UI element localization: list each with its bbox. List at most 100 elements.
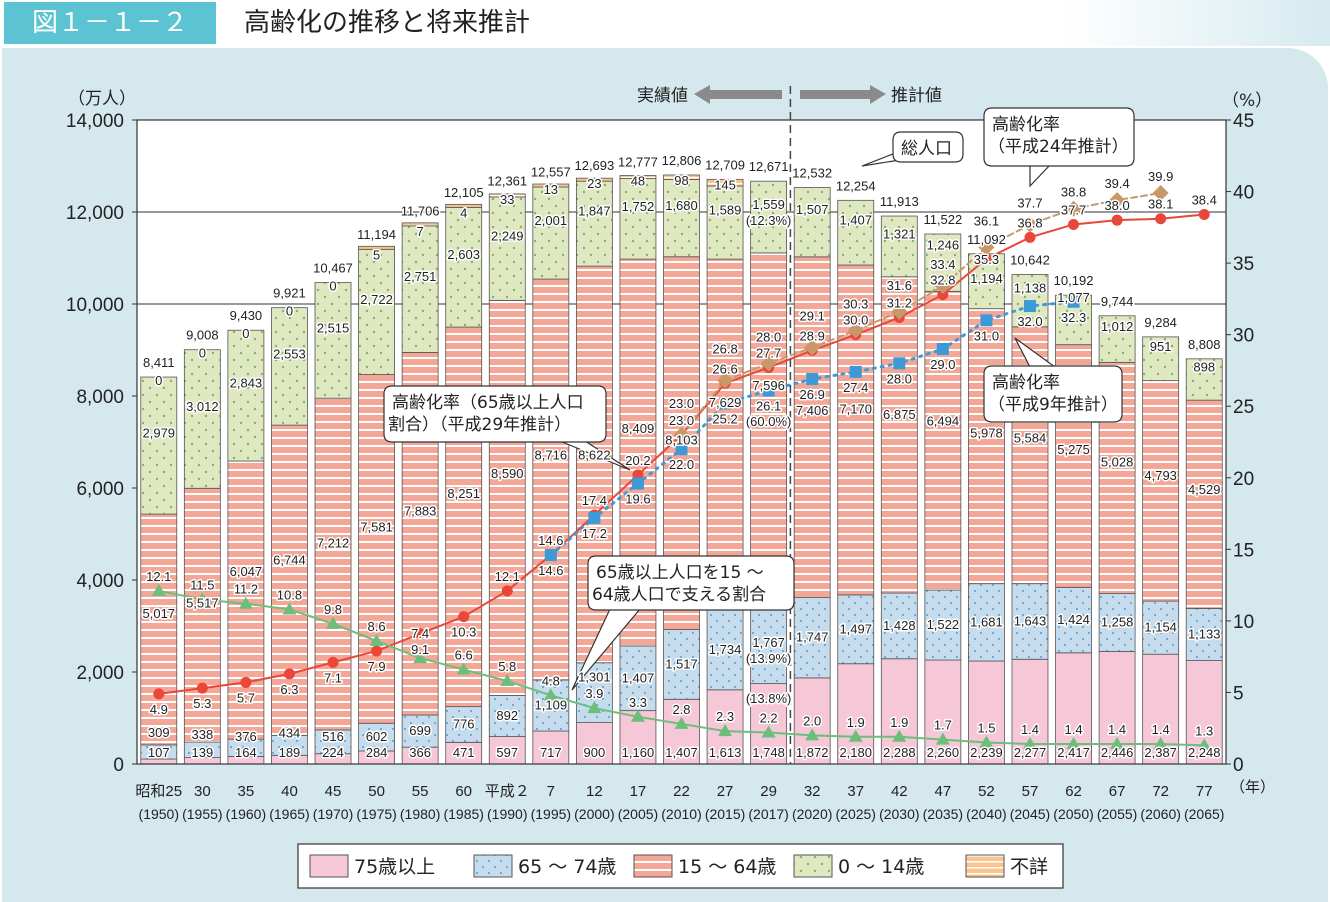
support-ratio-value-label: 7.4 (411, 626, 429, 641)
x-tick-label-era: 32 (804, 783, 821, 800)
support-ratio-point (848, 729, 863, 742)
right-tick-label: 20 (1233, 469, 1254, 490)
bar-value-label: 2,603 (447, 247, 480, 262)
bar-segment-0-14 (1185, 358, 1223, 401)
aging-rate-h9-value-label: 22.0 (669, 457, 694, 472)
aging-rate-h29-value-label: 35.3 (974, 252, 999, 267)
bar-value-label: 1,767 (752, 635, 785, 650)
bar-value-label: 1,077 (1057, 290, 1090, 305)
total-label: 9,008 (186, 328, 219, 343)
bar-value-label: 33 (500, 192, 514, 207)
aging-rate-h9-value-label: 19.6 (625, 492, 650, 507)
bar-segment-unknown (619, 175, 657, 179)
bar-value-label: 8,251 (447, 486, 480, 501)
support-ratio-value-label: 11.5 (190, 577, 214, 592)
bar-segment-15-64 (968, 308, 1005, 585)
bar-segment-75-plus (793, 677, 831, 765)
support-ratio-value-label: 1.5 (977, 721, 995, 736)
x-tick-label-era: 50 (368, 783, 385, 800)
aging-rate-h24-point (934, 278, 951, 295)
x-tick-label-year: (2040) (966, 806, 1006, 822)
support-ratio-point (1153, 736, 1168, 749)
aging-rate-h29-value-label: 9.1 (411, 642, 429, 657)
aging-rate-h29-value-label: 6.3 (280, 682, 298, 697)
support-ratio-point (761, 725, 776, 738)
aging-rate-h29-value-label: 23.0 (669, 413, 694, 428)
support-ratio-value-label: 2.2 (760, 711, 778, 726)
aging-rate-h9-point (980, 314, 993, 327)
support-ratio-value-label: 1.4 (1065, 722, 1083, 737)
x-tick-label-year: (1955) (182, 806, 222, 822)
bar-segment-0-14 (227, 329, 265, 462)
total-label: 11,706 (401, 204, 440, 219)
x-tick-label-year: (1980) (400, 806, 440, 822)
right-tick-label: 15 (1233, 540, 1254, 561)
total-label: 12,361 (487, 173, 527, 188)
h9-callout-box (983, 365, 1123, 423)
bar-value-label: 7,629 (709, 395, 742, 410)
bar-value-label: 6,494 (927, 414, 960, 429)
bar-value-label: 23 (587, 176, 601, 191)
aging-rate-h29-point (327, 656, 339, 668)
bar-segment-65-74 (968, 583, 1005, 662)
bar-segment-65-74 (1011, 583, 1049, 660)
legend-swatch (965, 854, 1005, 878)
bar-value-label: 597 (496, 745, 518, 760)
bar-value-label: 0 (286, 304, 293, 319)
aging-rate-h9-value-label: 26.1 (756, 398, 781, 413)
total-label: 11,913 (880, 194, 919, 209)
support-ratio-point (500, 673, 515, 686)
bar-segment-unknown (706, 178, 744, 187)
bar-value-label: 2,001 (535, 213, 568, 228)
bar-segment-65-74 (1055, 586, 1092, 654)
aging-rate-h9-value-label: 32.3 (1061, 310, 1086, 325)
support-ratio-value-label: 2.8 (672, 702, 690, 717)
support-ratio-point (151, 583, 166, 596)
x-tick-label-year: (1960) (226, 806, 266, 822)
bar-segment-75-plus (575, 722, 613, 765)
aging-rate-h24-value-label: 39.4 (1104, 176, 1129, 191)
aging-rate-h24-value-label: 30.3 (843, 296, 868, 311)
bar-value-label: 0 (242, 326, 249, 341)
right-tick-label: 10 (1233, 612, 1254, 633)
bar-segment-0-14 (706, 185, 744, 260)
support-ratio-value-label: 11.2 (234, 582, 258, 597)
bar-value-label: 6,047 (230, 564, 263, 579)
h24-callout-box (983, 107, 1135, 167)
bar-segment-65-74 (401, 714, 439, 748)
x-tick-label-year: (2065) (1184, 806, 1224, 822)
bar-value-label: 7 (417, 224, 424, 239)
aging-rate-h9-point (631, 477, 644, 490)
aging-rate-h29-value-label: 30.0 (843, 313, 868, 328)
bar-value-label: 8,590 (491, 466, 524, 481)
aging-rate-h9-value-label: 25.2 (712, 411, 737, 426)
bar-value-label: 2,387 (1144, 745, 1177, 760)
aging-rate-h29-point (240, 676, 252, 688)
legend-box (297, 843, 1064, 889)
aging-rate-h24-value-label: 33.4 (930, 257, 955, 272)
bar-segment-65-74 (924, 589, 962, 661)
x-tick-label-year: (1985) (443, 806, 483, 822)
bar-segment-65-74 (358, 722, 395, 752)
right-axis-unit: （%） (1222, 91, 1272, 111)
support-ratio-point (1197, 738, 1212, 751)
x-tick-label-era: 昭和25 (135, 783, 182, 800)
bar-value-label: 900 (584, 745, 606, 760)
bar-value-label: 1,160 (622, 745, 655, 760)
aging-rate-h29-point (501, 585, 513, 597)
aging-rate-h29-point (414, 628, 426, 640)
aging-rate-h29-value-label: 27.7 (756, 346, 781, 361)
x-tick-label-year: (2030) (879, 806, 919, 822)
bar-value-label: 898 (1193, 359, 1215, 374)
bar-value-label: 1,301 (578, 670, 611, 685)
aging-rate-h24-point (1152, 184, 1169, 201)
bar-value-label: 0 (155, 373, 162, 388)
aging-rate-h24-point (673, 426, 690, 443)
bar-segment-0-14 (183, 349, 221, 489)
aging-rate-h24-point (891, 303, 908, 320)
bar-segment-0-14 (140, 376, 178, 515)
bar-segment-15-64 (1185, 399, 1223, 609)
bar-value-label: 2,843 (230, 376, 263, 391)
right-tick-label: 40 (1233, 183, 1254, 204)
bar-value-label: 48 (631, 174, 645, 189)
